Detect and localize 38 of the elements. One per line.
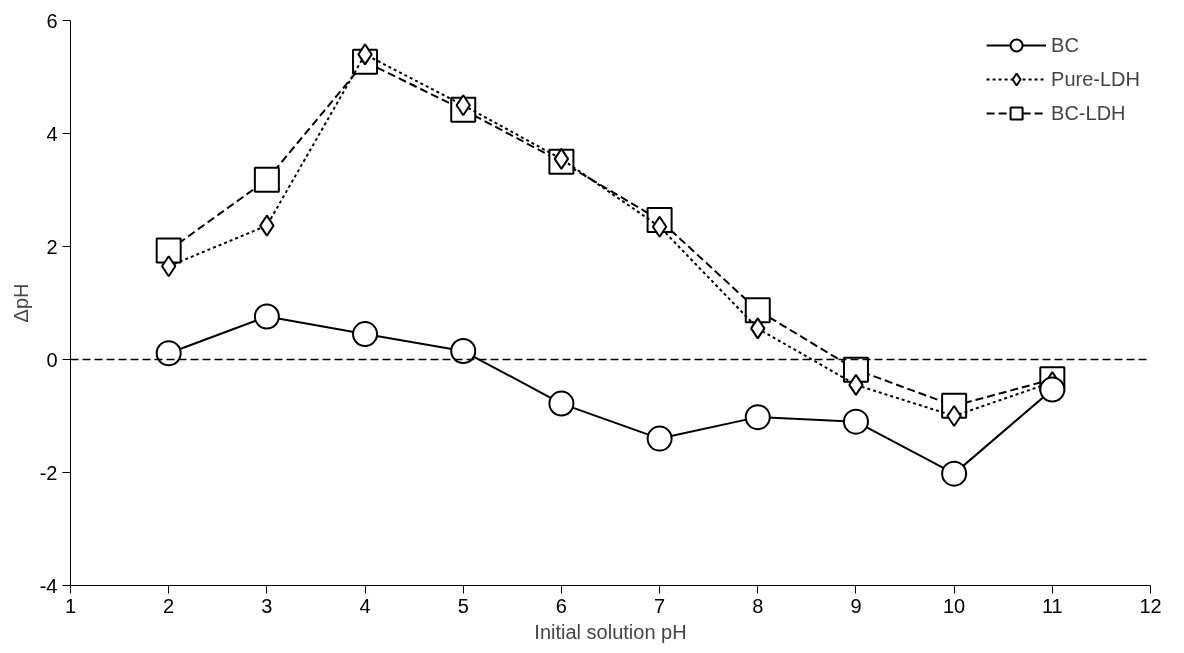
point	[651, 215, 668, 238]
x-tick-label: 10	[943, 594, 966, 617]
x-axis-title: Initial solution pH	[534, 620, 687, 643]
point	[941, 460, 968, 487]
y-tick-label: -2	[39, 461, 58, 484]
point	[744, 297, 771, 324]
point	[352, 321, 379, 348]
point	[253, 166, 280, 193]
x-tick-label: 1	[64, 594, 77, 617]
y-tick-label: 4	[46, 122, 58, 145]
x-tick-label: 11	[1041, 594, 1063, 617]
point	[253, 303, 280, 330]
y-axis-title: ΔpH	[9, 283, 32, 323]
x-tick-label: 6	[555, 594, 567, 617]
point	[155, 340, 182, 367]
legend-label: BC-LDH	[1051, 101, 1126, 125]
point	[155, 237, 182, 264]
x-tick-label: 2	[163, 594, 175, 617]
y-tick-label: 0	[46, 348, 58, 371]
x-tick-label: 3	[261, 594, 273, 617]
x-tick-label: 9	[850, 594, 862, 617]
y-tick-label: -4	[39, 574, 58, 597]
point	[553, 147, 570, 170]
point	[842, 408, 869, 435]
point	[1039, 376, 1066, 403]
y-tick-label: 6	[46, 9, 58, 32]
point	[548, 390, 575, 417]
legend-label: Pure-LDH	[1051, 67, 1140, 91]
x-tick-label: 7	[654, 594, 666, 617]
point	[646, 425, 673, 452]
x-tick-label: 12	[1139, 594, 1162, 617]
point	[450, 338, 477, 364]
y-tick-label: 2	[46, 235, 58, 258]
legend-label: BC	[1051, 33, 1079, 57]
x-tick-label: 5	[457, 594, 469, 617]
point	[744, 404, 771, 431]
x-tick-label: 8	[752, 594, 764, 617]
x-tick-label: 4	[359, 594, 371, 617]
